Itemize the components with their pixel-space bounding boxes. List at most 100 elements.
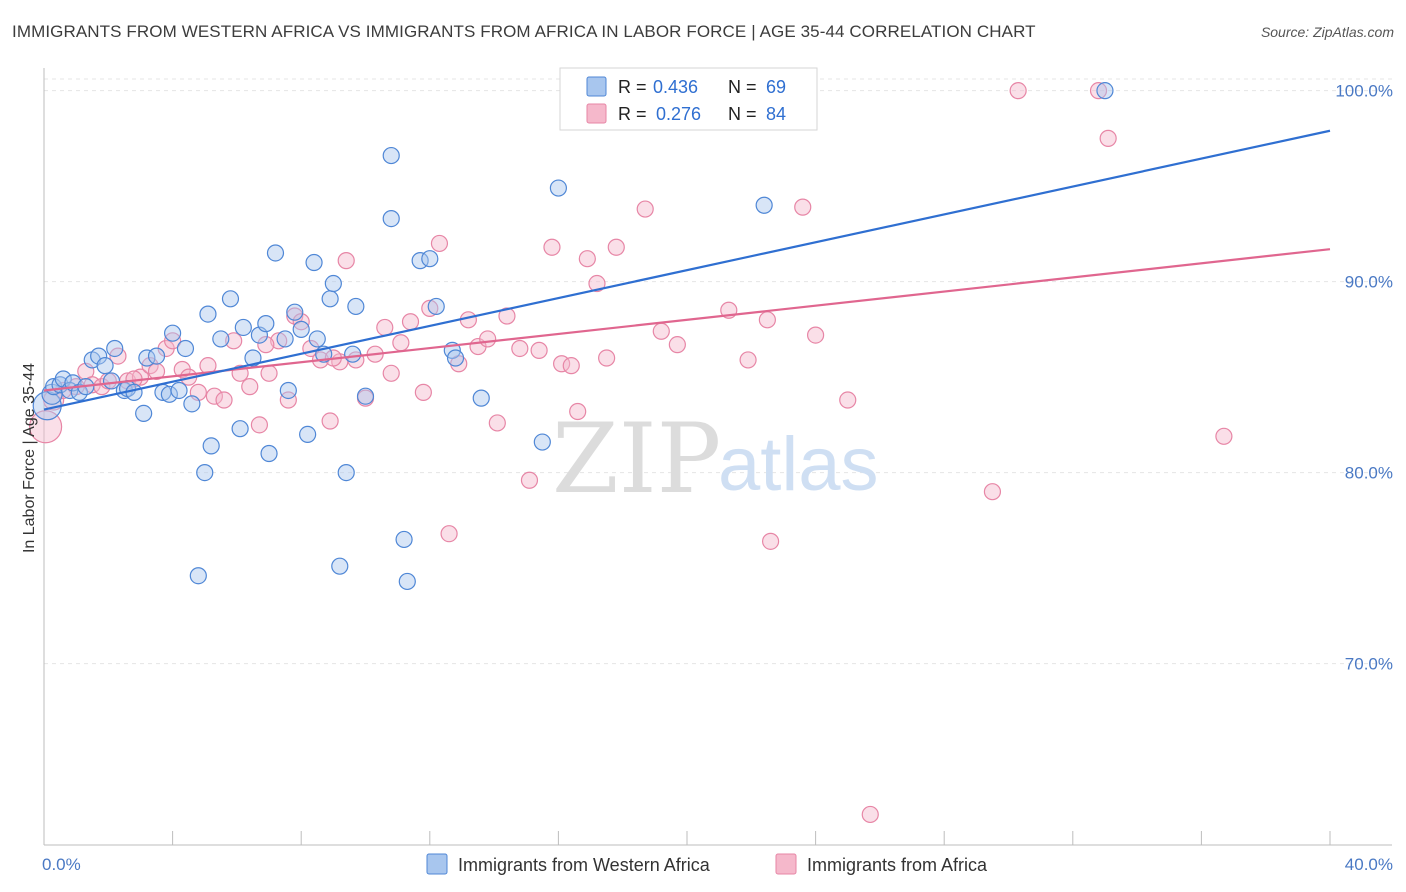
- scatter-point: [90, 347, 108, 365]
- scatter-point: [135, 404, 153, 422]
- scatter-point: [414, 383, 432, 401]
- scatter-point: [472, 389, 490, 407]
- y-tick-label: 90.0%: [1345, 273, 1393, 292]
- scatter-point: [395, 530, 413, 549]
- legend-swatch-pink: [586, 103, 607, 124]
- legend-n-value-2: 84: [766, 104, 786, 124]
- scatter-point: [983, 483, 1002, 501]
- bottom-legend-label-western-africa: Immigrants from Western Africa: [458, 855, 711, 875]
- scatter-point: [761, 532, 780, 550]
- scatter-point: [305, 253, 323, 272]
- legend-top: R = 0.436 N = 69 R = 0.276 N = 84: [559, 67, 818, 131]
- legend-n-label-2: N =: [728, 104, 757, 124]
- scatter-point: [739, 351, 757, 369]
- scatter-point: [382, 364, 400, 382]
- scatter-point: [440, 525, 458, 543]
- scatter-point: [382, 146, 400, 165]
- scatter-point: [1096, 82, 1114, 100]
- chart-title: IMMIGRANTS FROM WESTERN AFRICA VS IMMIGR…: [12, 22, 1036, 41]
- scatter-point: [279, 381, 297, 400]
- scatter-point: [70, 383, 88, 401]
- axes: [43, 68, 1392, 846]
- scatter-point: [533, 433, 551, 451]
- scatter-point: [337, 463, 355, 482]
- scatter-point: [344, 345, 362, 363]
- scatter-point: [292, 320, 310, 338]
- x-tick-label-max: 40.0%: [1345, 855, 1393, 874]
- scatter-point: [520, 471, 539, 489]
- scatter-point: [652, 322, 670, 340]
- scatter-point: [569, 402, 587, 421]
- scatter-point: [549, 179, 568, 197]
- scatter-point: [530, 341, 548, 359]
- y-axis-title: In Labor Force | Age 35-44: [21, 363, 38, 553]
- series-africa-points: [29, 82, 1233, 824]
- scatter-point: [215, 391, 233, 409]
- scatter-point: [430, 234, 449, 253]
- scatter-point: [421, 299, 439, 317]
- trend-lines: [43, 129, 1331, 411]
- scatter-point: [324, 274, 342, 293]
- scatter-point: [636, 200, 654, 218]
- legend-r-value-1: 0.436: [653, 77, 698, 97]
- source-label: Source: ZipAtlas.com: [1260, 24, 1394, 40]
- scatter-point: [225, 332, 243, 350]
- scatter-point: [202, 437, 220, 455]
- scatter-point: [511, 339, 529, 358]
- scatter-point: [427, 297, 445, 316]
- scatter-point: [1215, 427, 1233, 445]
- scatter-point: [308, 330, 326, 348]
- scatter-point: [205, 387, 223, 405]
- scatter-point: [221, 290, 240, 308]
- scatter-point: [260, 364, 278, 382]
- legend-r-label-2: R =: [618, 104, 647, 124]
- scatter-point: [331, 557, 349, 575]
- scatter-point: [212, 330, 230, 348]
- scatter-point: [231, 420, 249, 438]
- scatter-point: [160, 385, 178, 403]
- scatter-point: [270, 332, 288, 350]
- scatter-point: [241, 378, 259, 396]
- scatter-point: [279, 391, 297, 409]
- bottom-legend-swatch-blue: [426, 853, 448, 875]
- scatter-point: [598, 349, 616, 367]
- scatter-point: [170, 381, 188, 400]
- scatter-point: [498, 307, 516, 325]
- scatter-point: [250, 416, 269, 434]
- scatter-point: [376, 318, 394, 337]
- scatter-point: [1089, 82, 1108, 100]
- scatter-point: [668, 336, 686, 354]
- scatter-point: [102, 372, 121, 390]
- scatter-point: [321, 290, 339, 308]
- scatter-point: [196, 463, 214, 482]
- scatter-point: [286, 303, 304, 321]
- x-tick-label-min: 0.0%: [42, 855, 81, 874]
- scatter-point: [96, 357, 114, 375]
- scatter-point: [257, 336, 275, 354]
- scatter-point: [257, 315, 275, 333]
- legend-r-label-1: R =: [618, 77, 647, 97]
- scatter-point: [106, 339, 124, 358]
- watermark-zip: ZIP: [552, 403, 721, 515]
- scatter-point: [758, 311, 776, 329]
- y-tick-label: 80.0%: [1345, 464, 1393, 483]
- legend-r-value-2: 0.276: [656, 104, 701, 124]
- scatter-point: [861, 805, 879, 824]
- scatter-point: [260, 444, 278, 463]
- legend-swatch-blue: [586, 76, 607, 97]
- trend-line-western-africa: [43, 129, 1331, 411]
- scatter-point: [244, 349, 262, 367]
- scatter-point: [1099, 129, 1117, 147]
- scatter-point: [176, 339, 195, 358]
- scatter-point: [164, 324, 182, 342]
- scatter-point: [147, 362, 166, 380]
- scatter-point: [794, 198, 812, 216]
- scatter-point: [356, 387, 375, 405]
- scatter-point: [839, 391, 857, 409]
- legend-n-value-1: 69: [766, 77, 786, 97]
- scatter-point: [147, 347, 166, 365]
- x-tick-labels: 0.0% 40.0%: [42, 855, 1393, 874]
- scatter-point: [446, 349, 465, 367]
- scatter-point: [398, 572, 416, 591]
